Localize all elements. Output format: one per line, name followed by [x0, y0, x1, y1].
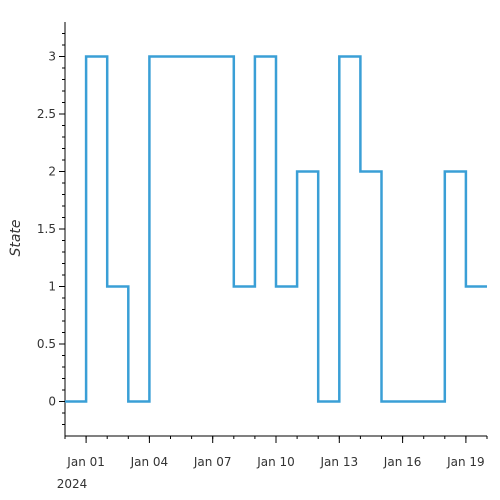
x-axis: Jan 01 Jan 04 Jan 07 Jan 10 Jan 13 Jan 16 Jan …: [64, 436, 488, 469]
x-tick-year-label: 2024: [57, 477, 88, 491]
y-tick-label: 0: [48, 395, 56, 409]
y-tick-label: 0.5: [37, 337, 56, 351]
y-axis: 0 0.5 1 1.5 2 2.5 3: [37, 33, 65, 425]
y-axis-title: State: [8, 219, 24, 256]
x-tick-label: Jan 19: [446, 455, 485, 469]
y-tick-label: 2.5: [37, 107, 56, 121]
y-tick-label: 2: [48, 165, 56, 179]
y-tick-label: 1: [48, 280, 56, 294]
x-tick-label: Jan 16: [383, 455, 422, 469]
x-tick-label: Jan 13: [320, 455, 359, 469]
series-layer: [65, 55, 487, 403]
x-tick-label: Jan 07: [193, 455, 232, 469]
series-line: [65, 55, 487, 403]
y-tick-label: 1.5: [37, 222, 56, 236]
y-tick-label: 3: [48, 50, 56, 64]
x-tick-label: Jan 10: [256, 455, 295, 469]
x-tick-label: Jan 01: [66, 455, 105, 469]
x-tick-label: Jan 04: [130, 455, 169, 469]
